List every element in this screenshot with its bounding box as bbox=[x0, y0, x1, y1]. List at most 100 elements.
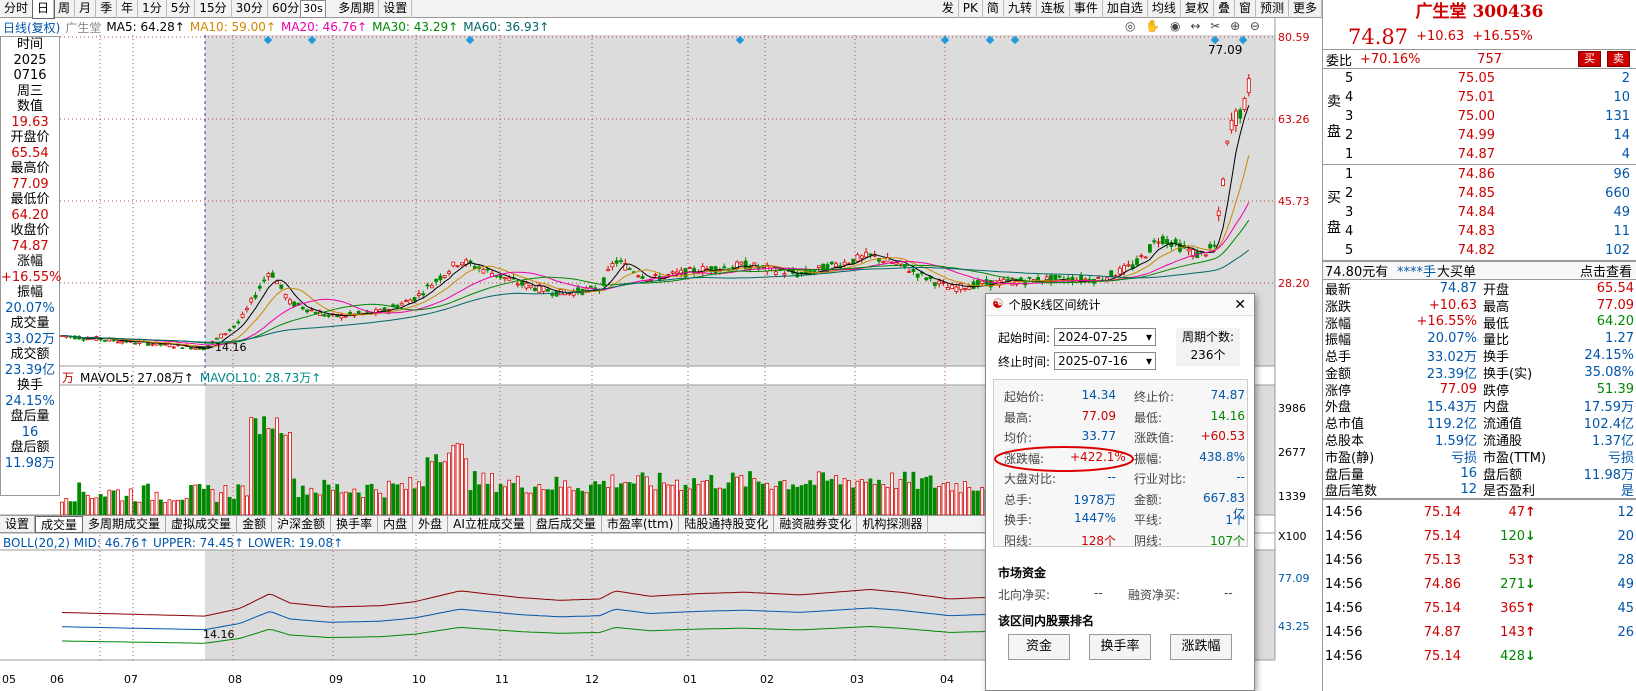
period-9[interactable]: 30分 bbox=[232, 0, 268, 18]
period-4[interactable]: 季 bbox=[96, 0, 118, 18]
candle-body bbox=[1122, 265, 1126, 273]
rank-change-button[interactable]: 涨跌幅 bbox=[1170, 634, 1232, 660]
info-value: 77.09 bbox=[11, 176, 49, 192]
tab-3[interactable]: 虚拟成交量 bbox=[166, 516, 238, 533]
stat-cell: -- bbox=[1236, 470, 1245, 484]
tool-10[interactable]: 窗 bbox=[1235, 0, 1256, 18]
tool-11[interactable]: 预测 bbox=[1256, 0, 1289, 18]
tool-3[interactable]: 九转 bbox=[1004, 0, 1037, 18]
candle-body bbox=[950, 284, 954, 290]
close-icon[interactable]: ✕ bbox=[1234, 297, 1246, 313]
bids-side-label: 买盘 bbox=[1327, 190, 1341, 236]
arrow-up-icon: ↑ bbox=[1525, 552, 1536, 568]
tab-9[interactable]: AI立桩成交量 bbox=[448, 516, 531, 533]
tab-1[interactable]: 成交量 bbox=[35, 516, 84, 533]
candle-body bbox=[954, 286, 959, 292]
quote-stat-row: 涨停 77.09 跌停 51.39 bbox=[1323, 381, 1636, 399]
start-date-select[interactable]: 2024-07-25 ▾ bbox=[1054, 328, 1157, 346]
candle-body bbox=[1160, 236, 1165, 244]
price-axis-label: 45.73 bbox=[1278, 195, 1310, 208]
period-8[interactable]: 15分 bbox=[195, 0, 232, 18]
volume-bar bbox=[752, 477, 757, 516]
volume-bar bbox=[881, 484, 886, 516]
candle-body bbox=[881, 260, 886, 263]
buy-button[interactable]: 买 bbox=[1578, 51, 1601, 67]
quote-stat-row: 总市值 119.2亿 流通值 102.4亿 bbox=[1323, 414, 1636, 432]
volume-axis-label: 1339 bbox=[1278, 490, 1306, 503]
candle-body bbox=[584, 287, 589, 291]
tab-11[interactable]: 市盈率(ttm) bbox=[602, 516, 680, 533]
tab-6[interactable]: 换手率 bbox=[331, 516, 379, 533]
candle-body bbox=[868, 253, 873, 256]
tool-2[interactable]: 简 bbox=[983, 0, 1004, 18]
candle-body bbox=[1006, 279, 1010, 281]
info-label: 盘后额 bbox=[10, 440, 50, 455]
tool-7[interactable]: 均线 bbox=[1148, 0, 1181, 18]
volume-bar bbox=[468, 490, 473, 516]
volume-bar bbox=[85, 494, 90, 516]
volume-bar bbox=[679, 490, 684, 516]
period-0[interactable]: 分时 bbox=[0, 0, 34, 18]
sell-button[interactable]: 卖 bbox=[1607, 51, 1630, 67]
volume-axis-label: 3986 bbox=[1278, 402, 1306, 415]
tab-7[interactable]: 内盘 bbox=[378, 516, 414, 533]
tool-4[interactable]: 连板 bbox=[1037, 0, 1070, 18]
volume-bar bbox=[718, 487, 722, 516]
tool-9[interactable]: 叠 bbox=[1214, 0, 1235, 18]
tab-0[interactable]: 设置 bbox=[0, 516, 36, 533]
bids-cell: 49 bbox=[1613, 205, 1630, 220]
volume-bar bbox=[722, 488, 727, 516]
bids-cell: 74.86 bbox=[1457, 167, 1495, 182]
period-3[interactable]: 月 bbox=[75, 0, 97, 18]
tab-5[interactable]: 沪深金额 bbox=[272, 516, 332, 533]
tab-12[interactable]: 陆股通持股变化 bbox=[679, 516, 775, 533]
tool-5[interactable]: 事件 bbox=[1070, 0, 1103, 18]
tool-12[interactable]: 更多 bbox=[1289, 0, 1322, 18]
candle-body bbox=[279, 284, 284, 289]
period-5[interactable]: 年 bbox=[117, 0, 139, 18]
volume-bar bbox=[687, 488, 692, 516]
arrow-down-icon: ↓ bbox=[1525, 576, 1536, 592]
tab-2[interactable]: 多周期成交量 bbox=[83, 516, 167, 533]
volume-bar bbox=[632, 483, 636, 516]
rank-turnover-button[interactable]: 换手率 bbox=[1089, 634, 1151, 660]
volume-bar bbox=[326, 484, 331, 516]
big-order-link[interactable]: 点击查看 bbox=[1579, 265, 1632, 280]
candle-body bbox=[373, 309, 378, 314]
period-2[interactable]: 周 bbox=[54, 0, 76, 18]
big-order-volume: ****手 bbox=[1397, 265, 1437, 280]
tool-6[interactable]: 加自选 bbox=[1103, 0, 1148, 18]
period-6[interactable]: 1分 bbox=[138, 0, 167, 18]
quote-stat-cell: 总手 bbox=[1325, 350, 1352, 366]
candle-body bbox=[287, 299, 292, 305]
quote-stat-row: 振幅 20.07% 量比 1.27 bbox=[1323, 330, 1636, 348]
candle-body bbox=[1152, 240, 1157, 243]
candle-body bbox=[520, 281, 524, 286]
end-date-select[interactable]: 2025-07-16 ▾ bbox=[1054, 352, 1157, 370]
chart-controls[interactable]: ◎ ✋ ◉ ↔ ✂ ⊕ ⊖ bbox=[1125, 19, 1263, 33]
period-11[interactable]: 多周期 bbox=[334, 0, 380, 18]
volume-bar bbox=[756, 481, 761, 516]
period-1[interactable]: 日 bbox=[32, 0, 56, 19]
volume-bar bbox=[902, 471, 907, 516]
tab-14[interactable]: 机构探测器 bbox=[857, 516, 929, 533]
period-12[interactable]: 设置 bbox=[379, 0, 413, 18]
month-label: 01 bbox=[683, 673, 697, 686]
interval-box[interactable]: 30s bbox=[300, 0, 326, 18]
start-date-value: 2024-07-25 bbox=[1058, 330, 1128, 344]
volume-bar bbox=[657, 472, 662, 516]
rank-funds-button[interactable]: 资金 bbox=[1008, 634, 1070, 660]
tool-1[interactable]: PK bbox=[959, 0, 983, 18]
tool-8[interactable]: 复权 bbox=[1181, 0, 1214, 18]
candle-body bbox=[1096, 277, 1101, 279]
tab-10[interactable]: 盘后成交量 bbox=[531, 516, 602, 533]
tab-13[interactable]: 融资融券变化 bbox=[774, 516, 858, 533]
volume-bar bbox=[266, 428, 271, 516]
tab-8[interactable]: 外盘 bbox=[413, 516, 449, 533]
candle-body bbox=[872, 254, 877, 257]
period-7[interactable]: 5分 bbox=[167, 0, 196, 18]
tool-0[interactable]: 发 bbox=[938, 0, 959, 18]
tab-4[interactable]: 金额 bbox=[237, 516, 273, 533]
info-value: 64.20 bbox=[11, 207, 49, 223]
quote-stat-row: 涨跌 +10.63 最高 77.09 bbox=[1323, 297, 1636, 315]
